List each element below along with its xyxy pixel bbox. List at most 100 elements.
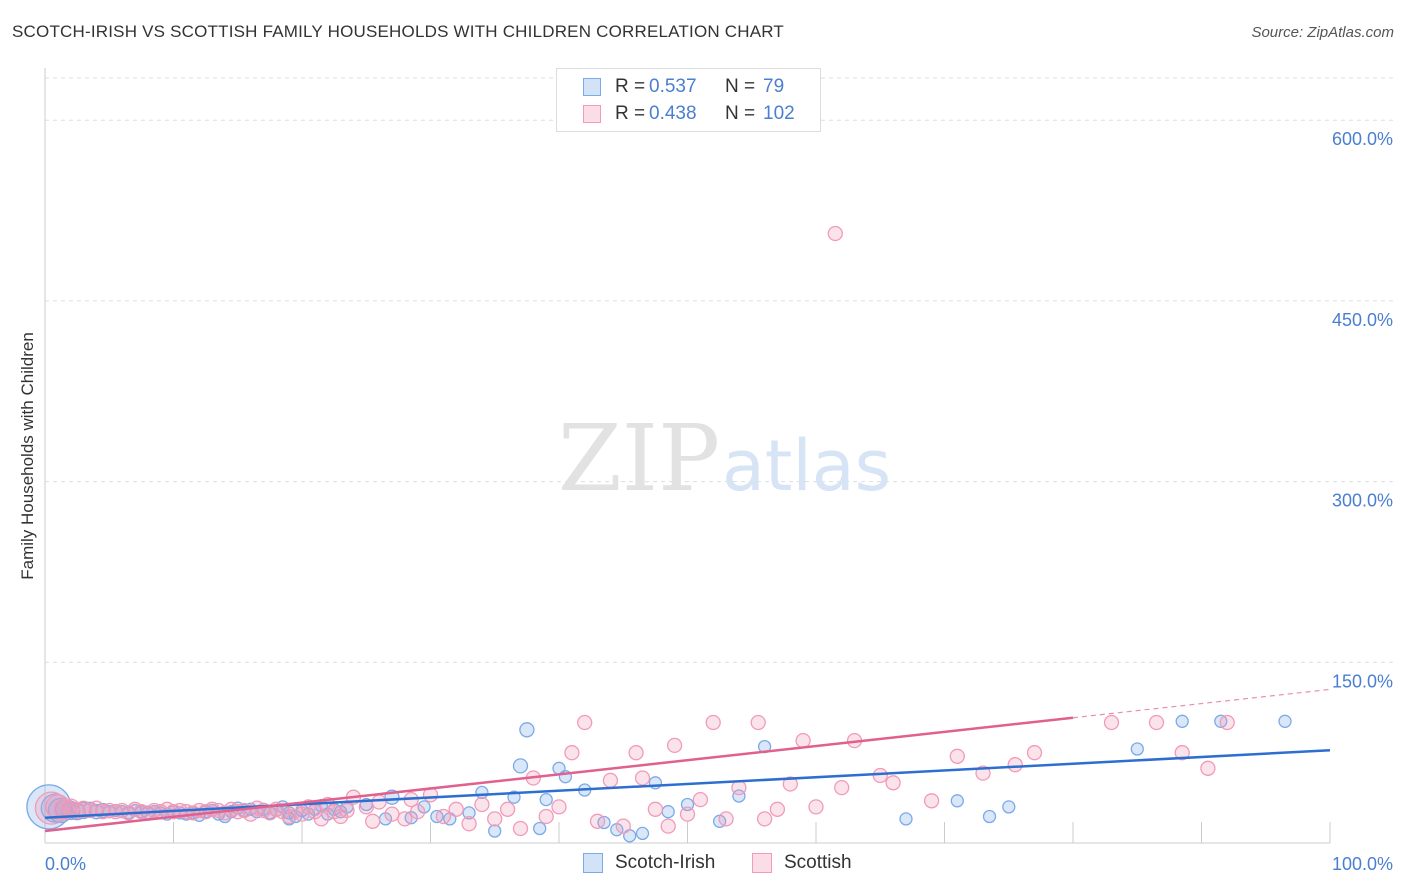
- scottish-point: [628, 745, 644, 761]
- scottish-point: [487, 811, 503, 827]
- legend-row-scotch-irish: R = 0.537 N = 79: [557, 75, 820, 99]
- scotch-irish-point: [475, 785, 489, 800]
- scottish-point: [885, 775, 901, 791]
- x-tick-label: 0.0%: [45, 854, 86, 874]
- x-tick-label: 100.0%: [1332, 854, 1393, 874]
- scottish-point: [1103, 714, 1120, 731]
- scottish-point: [1219, 714, 1235, 731]
- trend-layer: [44, 688, 1331, 833]
- source-label: Source: ZipAtlas.com: [1251, 24, 1394, 41]
- scotch-irish-point: [1130, 742, 1144, 756]
- n-label: N =: [725, 76, 756, 97]
- scottish-point: [615, 818, 631, 834]
- scotch-irish-legend-swatch: [583, 853, 603, 873]
- scotch-irish-point: [539, 792, 553, 807]
- scottish-point: [551, 799, 567, 815]
- scottish-point: [409, 804, 426, 820]
- watermark-zip: ZIP: [558, 405, 720, 512]
- y-tick-label: 150.0%: [1332, 671, 1393, 691]
- scottish-point: [692, 791, 709, 808]
- y-tick-label: 450.0%: [1332, 310, 1393, 330]
- y-tick-label: 300.0%: [1332, 491, 1393, 511]
- scottish-point: [602, 772, 619, 789]
- scottish-point: [435, 808, 452, 825]
- scottish-point: [1200, 760, 1216, 776]
- scottish-point: [339, 802, 355, 819]
- scottish-point: [827, 225, 843, 242]
- scotch-irish-point: [635, 826, 650, 841]
- scottish-point: [834, 779, 850, 796]
- scottish-point: [313, 811, 329, 827]
- scottish-point: [769, 801, 786, 817]
- r-value-scotch-irish: 0.537: [649, 76, 697, 97]
- chart-title: SCOTCH-IRISH VS SCOTTISH FAMILY HOUSEHOL…: [12, 22, 785, 41]
- scottish-point: [705, 714, 721, 731]
- scotch-irish-point: [661, 805, 675, 819]
- scottish-point: [538, 808, 554, 825]
- scottish-point: [679, 806, 696, 822]
- scottish-point: [371, 794, 387, 810]
- scottish-point: [782, 776, 798, 792]
- n-value-scottish: 102: [763, 103, 795, 124]
- scottish-point: [499, 801, 516, 817]
- r-label: R =: [615, 76, 646, 97]
- scottish-point: [808, 799, 824, 815]
- scottish-point: [384, 806, 400, 822]
- scotch-irish-swatch: [583, 78, 601, 96]
- scotch-irish-point: [533, 821, 547, 836]
- tick-labels: 150.0% 300.0% 450.0% 600.0% 0.0% 100.0%: [45, 129, 1393, 874]
- scottish-point: [923, 793, 940, 809]
- scottish-point: [365, 813, 381, 829]
- scottish-trend-extension: [1072, 688, 1331, 719]
- correlation-legend: R = 0.537 N = 79 R = 0.438 N = 102: [556, 68, 821, 132]
- grid-layer: [44, 68, 1393, 844]
- scottish-point: [750, 714, 766, 731]
- scotch-irish-point: [982, 809, 997, 824]
- scottish-trend-line: [44, 716, 1074, 833]
- n-label: N =: [725, 103, 756, 124]
- watermark-atlas: atlas: [722, 425, 891, 507]
- r-value-scottish: 0.438: [649, 103, 697, 124]
- scotch-irish-legend-label: Scotch-Irish: [615, 852, 716, 873]
- scottish-point: [448, 801, 464, 817]
- scottish-point: [647, 801, 664, 817]
- scottish-point: [1148, 714, 1165, 731]
- scottish-legend-swatch: [752, 853, 772, 873]
- scottish-point: [718, 811, 734, 827]
- scottish-point: [474, 796, 490, 813]
- scottish-point: [756, 811, 773, 827]
- scottish-point: [461, 816, 477, 832]
- scottish-point: [589, 813, 606, 829]
- scottish-point: [1026, 745, 1043, 761]
- scottish-point: [512, 820, 529, 837]
- scottish-point: [397, 811, 413, 827]
- scottish-point: [634, 770, 651, 786]
- scotch-irish-point: [1002, 800, 1016, 814]
- scottish-point: [1007, 757, 1023, 773]
- scottish-point: [660, 818, 676, 834]
- scotch-irish-point: [1278, 714, 1292, 728]
- scottish-point: [666, 737, 683, 754]
- scotch-irish-point: [950, 794, 964, 808]
- y-tick-label: 600.0%: [1332, 129, 1393, 149]
- scottish-point: [577, 714, 593, 731]
- scottish-point: [68, 801, 86, 820]
- scottish-point: [1174, 745, 1190, 761]
- points-layer: [26, 225, 1292, 843]
- scottish-point: [795, 732, 811, 749]
- r-label: R =: [615, 103, 646, 124]
- scotch-irish-point: [519, 722, 535, 738]
- scotch-irish-point: [1175, 714, 1189, 728]
- n-value-scotch-irish: 79: [763, 76, 785, 97]
- scotch-irish-point: [732, 789, 746, 803]
- scotch-irish-point: [462, 806, 476, 820]
- legend-row-scottish: R = 0.438 N = 102: [557, 102, 820, 126]
- scotch-irish-point: [899, 812, 913, 826]
- scottish-swatch: [583, 105, 601, 123]
- scotch-irish-point: [488, 824, 502, 838]
- scotch-irish-point: [512, 758, 529, 774]
- scottish-point: [949, 748, 965, 764]
- scottish-point: [564, 745, 580, 761]
- scottish-point: [872, 767, 888, 784]
